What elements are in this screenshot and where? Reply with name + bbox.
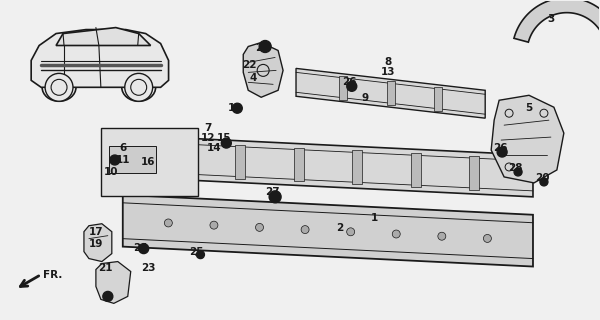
Text: 3: 3 xyxy=(547,14,554,24)
Circle shape xyxy=(438,232,446,240)
Text: 9: 9 xyxy=(361,93,368,103)
Circle shape xyxy=(103,292,113,301)
Text: 12: 12 xyxy=(201,133,215,143)
Text: 21: 21 xyxy=(98,262,113,273)
Text: 10: 10 xyxy=(104,167,118,177)
Text: 14: 14 xyxy=(207,143,221,153)
Text: 13: 13 xyxy=(380,68,395,77)
Text: 2: 2 xyxy=(336,223,343,233)
Polygon shape xyxy=(101,128,199,196)
Polygon shape xyxy=(293,148,304,181)
Circle shape xyxy=(45,73,73,101)
Circle shape xyxy=(196,251,205,259)
Text: 1: 1 xyxy=(371,213,378,223)
Polygon shape xyxy=(386,81,395,105)
Text: 27: 27 xyxy=(265,187,280,197)
Polygon shape xyxy=(296,68,485,118)
Text: 4: 4 xyxy=(250,73,257,83)
Circle shape xyxy=(540,178,548,186)
Polygon shape xyxy=(340,76,347,100)
Circle shape xyxy=(514,168,522,176)
Circle shape xyxy=(256,223,263,231)
Polygon shape xyxy=(123,135,533,197)
Circle shape xyxy=(221,138,231,148)
Circle shape xyxy=(301,226,309,234)
Text: 23: 23 xyxy=(142,262,156,273)
Circle shape xyxy=(110,155,120,165)
Polygon shape xyxy=(514,0,600,42)
Circle shape xyxy=(484,235,491,243)
Circle shape xyxy=(497,147,507,157)
Text: 17: 17 xyxy=(89,227,103,237)
Text: 7: 7 xyxy=(205,123,212,133)
Polygon shape xyxy=(31,29,169,87)
Text: 20: 20 xyxy=(535,173,549,183)
Circle shape xyxy=(347,81,357,91)
Circle shape xyxy=(210,221,218,229)
Polygon shape xyxy=(411,153,421,187)
Circle shape xyxy=(259,41,271,52)
Polygon shape xyxy=(96,261,131,303)
Circle shape xyxy=(347,228,355,236)
Text: 24: 24 xyxy=(133,243,148,252)
Text: 18: 18 xyxy=(228,103,242,113)
Polygon shape xyxy=(109,146,155,173)
Text: 28: 28 xyxy=(508,163,523,173)
Circle shape xyxy=(392,230,400,238)
Text: 26: 26 xyxy=(493,143,508,153)
Text: 22: 22 xyxy=(242,60,256,70)
Polygon shape xyxy=(469,156,479,190)
Polygon shape xyxy=(123,195,533,267)
Text: 20: 20 xyxy=(255,44,269,53)
Text: 16: 16 xyxy=(140,157,155,167)
Polygon shape xyxy=(84,224,112,261)
Polygon shape xyxy=(176,142,187,176)
Text: 8: 8 xyxy=(384,57,391,68)
Text: 5: 5 xyxy=(526,103,533,113)
Polygon shape xyxy=(110,158,120,162)
Circle shape xyxy=(139,244,149,253)
Text: FR.: FR. xyxy=(43,270,62,281)
Polygon shape xyxy=(491,95,564,183)
Circle shape xyxy=(164,219,172,227)
Text: 26: 26 xyxy=(343,77,357,87)
Polygon shape xyxy=(243,43,283,97)
Polygon shape xyxy=(235,145,245,179)
Text: 25: 25 xyxy=(189,247,204,257)
Circle shape xyxy=(232,103,242,113)
Polygon shape xyxy=(434,87,442,111)
Text: 6: 6 xyxy=(119,143,127,153)
Text: 19: 19 xyxy=(89,239,103,249)
Polygon shape xyxy=(352,150,362,184)
Text: 11: 11 xyxy=(116,155,130,165)
Circle shape xyxy=(269,191,281,203)
Polygon shape xyxy=(56,28,151,45)
Text: 15: 15 xyxy=(217,133,232,143)
Circle shape xyxy=(125,73,152,101)
